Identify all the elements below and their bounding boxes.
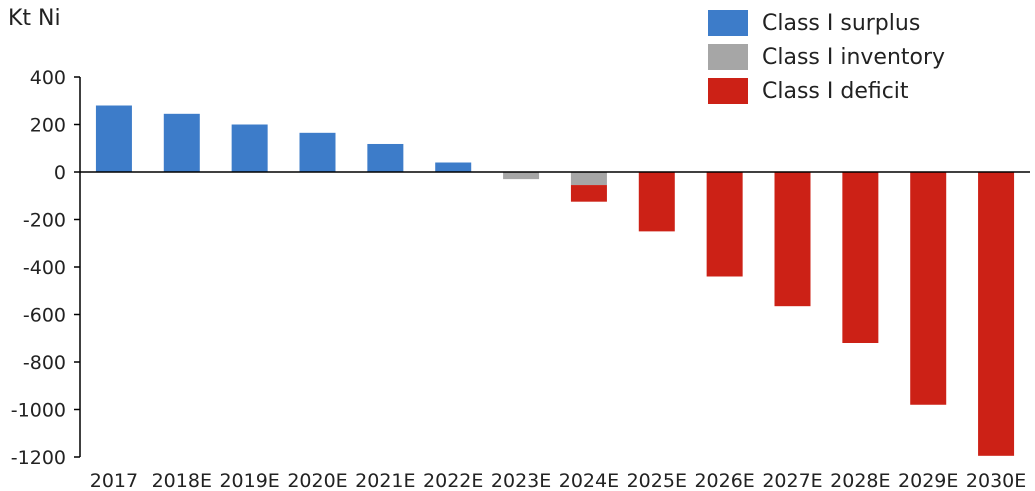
y-axis-title: Kt Ni [8,6,61,31]
x-tick-label: 2025E [627,470,687,491]
bar-class-i-deficit-2028e [842,172,879,343]
x-tick-label: 2029E [898,470,958,491]
x-tick-label: 2026E [694,470,754,491]
bar-class-i-surplus-2022e [435,162,472,172]
bar-class-i-deficit-2026e [706,172,743,277]
y-tick-label: -1000 [11,400,66,422]
x-tick-label: 2024E [559,470,619,491]
y-tick-label: -400 [23,257,66,279]
legend-swatch-deficit [708,78,748,104]
y-tick-label: -200 [23,210,66,232]
y-tick-label: -1200 [11,447,66,469]
legend-item-surplus: Class I surplus [708,6,945,40]
x-tick-label: 2021E [355,470,415,491]
legend-swatch-inventory [708,44,748,70]
y-tick-label: 400 [30,67,66,89]
bar-class-i-deficit-2025e [638,172,675,232]
bar-class-i-deficit-2027e [774,172,811,307]
legend-label-surplus: Class I surplus [762,10,921,36]
y-tick-label: 0 [54,162,66,184]
x-tick-label: 2022E [423,470,483,491]
bar-class-i-surplus-2018e [163,113,200,172]
bar-class-i-deficit-2024e [570,185,607,202]
bar-class-i-deficit-2029e [910,172,947,405]
bar-class-i-inventory-2024e [570,172,607,186]
legend-label-deficit: Class I deficit [762,78,909,104]
legend-item-deficit: Class I deficit [708,74,945,108]
bar-class-i-surplus-2021e [367,143,404,172]
x-tick-label: 2023E [491,470,551,491]
x-tick-label: 2017 [90,470,138,491]
x-tick-label: 2028E [830,470,890,491]
bar-class-i-inventory-2023e [503,172,540,180]
legend-label-inventory: Class I inventory [762,44,946,70]
x-tick-label: 2020E [287,470,347,491]
x-tick-label: 2018E [152,470,212,491]
legend-item-inventory: Class I inventory [708,40,945,74]
bar-class-i-deficit-2030e [978,172,1015,456]
y-tick-label: 200 [30,115,66,137]
legend: Class I surplus Class I inventory Class … [708,6,945,108]
y-tick-label: -600 [23,305,66,327]
bar-class-i-surplus-2020e [299,132,336,172]
x-tick-label: 2030E [966,470,1026,491]
x-tick-label: 2027E [762,470,822,491]
y-tick-label: -800 [23,352,66,374]
x-tick-label: 2019E [219,470,279,491]
bar-class-i-surplus-2019e [231,124,268,172]
legend-swatch-surplus [708,10,748,36]
bar-class-i-surplus-2017 [95,105,132,172]
